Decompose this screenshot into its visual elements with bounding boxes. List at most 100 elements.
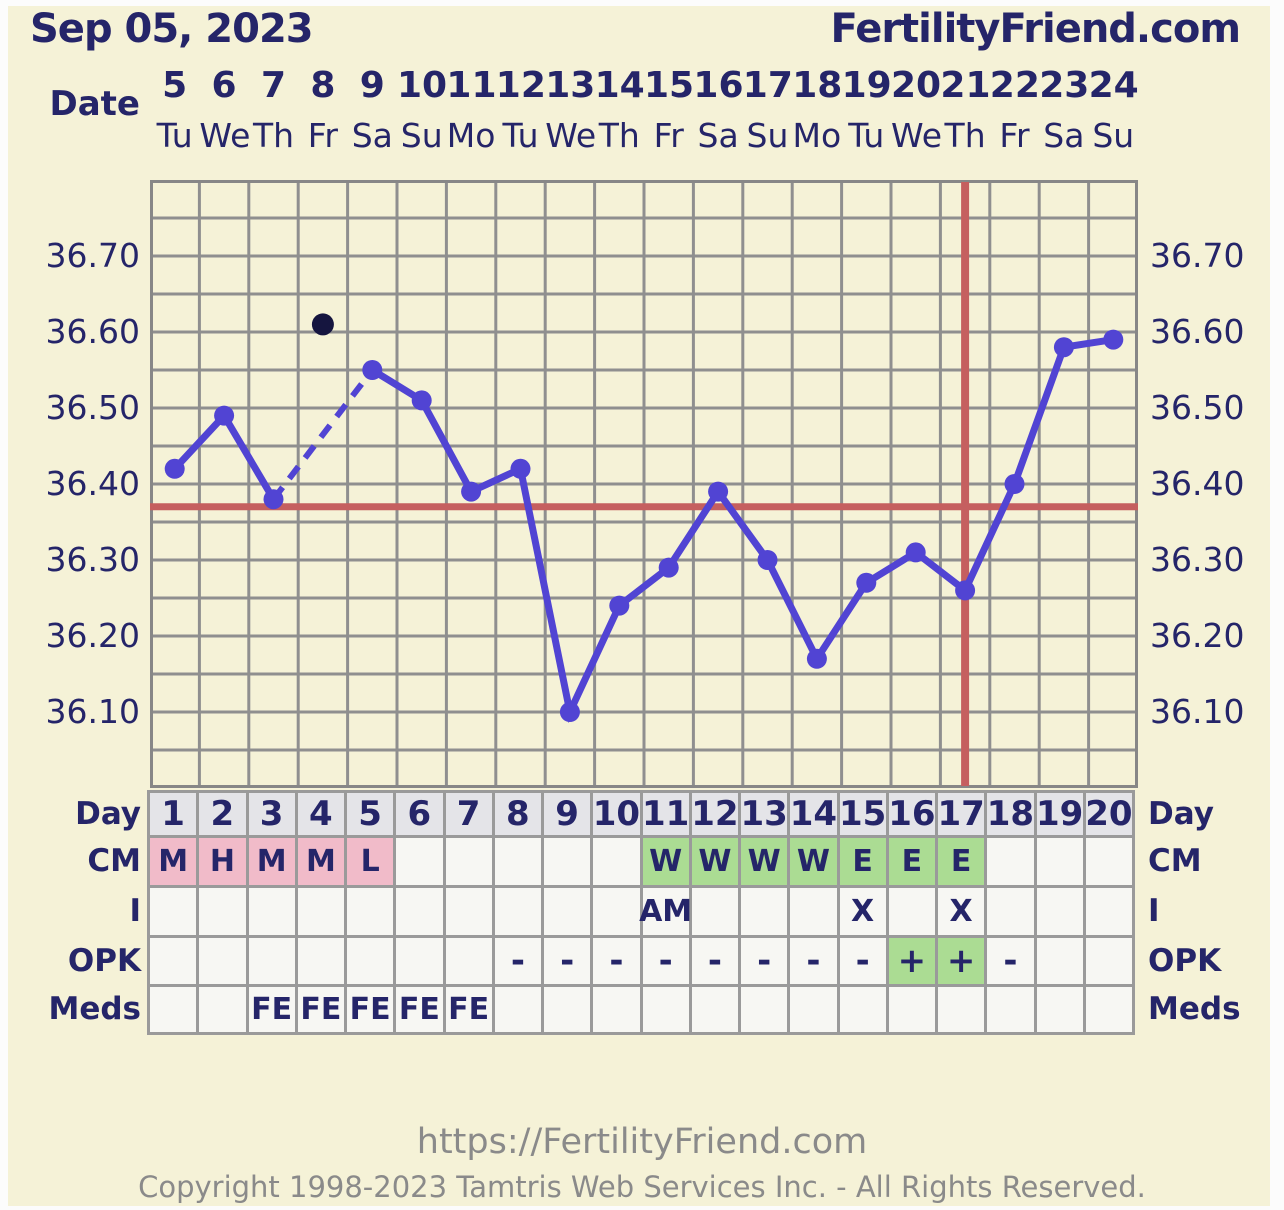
- date-23[interactable]: 23: [1039, 65, 1090, 106]
- i-cell-day-14[interactable]: [790, 888, 837, 935]
- meds-cell-day-19[interactable]: [1036, 987, 1083, 1032]
- meds-cell-day-11[interactable]: [642, 987, 689, 1032]
- date-9[interactable]: 9: [359, 65, 385, 106]
- opk-cell-day-3[interactable]: [248, 938, 295, 984]
- meds-cell-day-2[interactable]: [199, 987, 246, 1032]
- day-cell-day-15[interactable]: 15: [838, 793, 887, 835]
- cm-cell-day-15[interactable]: E: [839, 838, 886, 885]
- meds-cell-day-9[interactable]: [544, 987, 591, 1032]
- brand-link[interactable]: FertilityFriend.com: [830, 6, 1241, 52]
- date-7[interactable]: 7: [260, 65, 287, 106]
- cm-cell-day-5[interactable]: L: [347, 838, 394, 885]
- i-cell-day-18[interactable]: [987, 888, 1034, 935]
- meds-cell-day-7[interactable]: FE: [445, 987, 492, 1032]
- meds-cell-day-14[interactable]: [790, 987, 837, 1032]
- i-cell-day-8[interactable]: [494, 888, 541, 935]
- date-14[interactable]: 14: [594, 65, 645, 106]
- cm-cell-day-11[interactable]: W: [642, 838, 689, 885]
- temp-point-day-11[interactable]: [658, 557, 679, 578]
- date-17[interactable]: 17: [742, 65, 793, 106]
- i-cell-day-9[interactable]: [544, 888, 591, 935]
- opk-cell-day-9[interactable]: -: [544, 938, 591, 984]
- day-cell-day-3[interactable]: 3: [248, 793, 295, 835]
- cm-cell-day-17[interactable]: E: [938, 838, 985, 885]
- opk-cell-day-16[interactable]: +: [888, 938, 935, 984]
- date-19[interactable]: 19: [841, 65, 892, 106]
- temp-point-day-9[interactable]: [559, 702, 580, 722]
- date-24[interactable]: 24: [1088, 65, 1139, 106]
- cm-cell-day-18[interactable]: [987, 838, 1034, 885]
- temp-point-day-5[interactable]: [362, 360, 383, 380]
- date-11[interactable]: 11: [446, 65, 497, 106]
- cm-cell-day-8[interactable]: [494, 838, 541, 885]
- discarded-temp-point-day-4[interactable]: [311, 313, 334, 336]
- temp-point-day-19[interactable]: [1053, 337, 1074, 358]
- i-cell-day-6[interactable]: [396, 888, 443, 935]
- temp-point-day-12[interactable]: [708, 481, 729, 502]
- i-cell-day-4[interactable]: [297, 888, 344, 935]
- day-cell-day-13[interactable]: 13: [740, 793, 788, 835]
- day-cell-day-18[interactable]: 18: [986, 793, 1035, 835]
- day-cell-day-14[interactable]: 14: [789, 793, 838, 835]
- cm-cell-day-14[interactable]: W: [790, 838, 837, 885]
- day-cell-day-4[interactable]: 4: [297, 793, 344, 835]
- temp-point-day-1[interactable]: [164, 458, 185, 479]
- opk-cell-day-1[interactable]: [150, 938, 197, 984]
- cm-cell-day-6[interactable]: [396, 838, 443, 885]
- temp-point-day-10[interactable]: [609, 595, 630, 616]
- date-16[interactable]: 16: [693, 65, 744, 106]
- opk-cell-day-5[interactable]: [347, 938, 394, 984]
- opk-cell-day-15[interactable]: -: [839, 938, 886, 984]
- date-15[interactable]: 15: [644, 65, 695, 106]
- i-cell-day-11[interactable]: AM: [639, 888, 692, 935]
- cm-cell-day-13[interactable]: W: [741, 838, 788, 885]
- i-cell-day-2[interactable]: [199, 888, 246, 935]
- i-cell-day-17[interactable]: X: [938, 888, 985, 935]
- opk-cell-day-20[interactable]: [1085, 938, 1132, 984]
- meds-cell-day-13[interactable]: [741, 987, 788, 1032]
- day-cell-day-1[interactable]: 1: [150, 793, 197, 835]
- opk-cell-day-14[interactable]: -: [790, 938, 837, 984]
- temp-point-day-16[interactable]: [905, 542, 926, 563]
- temp-point-day-7[interactable]: [461, 481, 482, 502]
- date-12[interactable]: 12: [495, 65, 546, 106]
- date-8[interactable]: 8: [310, 65, 336, 106]
- meds-cell-day-15[interactable]: [839, 987, 886, 1032]
- i-cell-day-1[interactable]: [150, 888, 197, 935]
- opk-cell-day-10[interactable]: -: [593, 938, 640, 984]
- i-cell-day-20[interactable]: [1085, 888, 1132, 935]
- cm-cell-day-16[interactable]: E: [888, 838, 935, 885]
- day-cell-day-10[interactable]: 10: [592, 793, 641, 835]
- cm-cell-day-12[interactable]: W: [691, 838, 738, 885]
- i-cell-day-16[interactable]: [888, 888, 935, 935]
- date-10[interactable]: 10: [397, 65, 448, 106]
- meds-cell-day-12[interactable]: [691, 987, 738, 1032]
- i-cell-day-12[interactable]: [691, 888, 738, 935]
- meds-cell-day-10[interactable]: [593, 987, 640, 1032]
- i-cell-day-15[interactable]: X: [839, 888, 886, 935]
- opk-cell-day-19[interactable]: [1036, 938, 1083, 984]
- temp-point-day-14[interactable]: [806, 648, 827, 669]
- meds-cell-day-6[interactable]: FE: [396, 987, 443, 1032]
- i-cell-day-7[interactable]: [445, 888, 492, 935]
- meds-cell-day-18[interactable]: [987, 987, 1034, 1032]
- i-cell-day-3[interactable]: [248, 888, 295, 935]
- meds-cell-day-20[interactable]: [1085, 987, 1132, 1032]
- day-cell-day-12[interactable]: 12: [691, 793, 739, 835]
- cm-cell-day-7[interactable]: [445, 838, 492, 885]
- cm-cell-day-1[interactable]: M: [150, 838, 197, 885]
- day-cell-day-19[interactable]: 19: [1035, 793, 1084, 835]
- opk-cell-day-11[interactable]: -: [642, 938, 689, 984]
- meds-cell-day-3[interactable]: FE: [248, 987, 295, 1032]
- temp-point-day-18[interactable]: [1004, 474, 1025, 494]
- temp-point-day-17[interactable]: [955, 580, 976, 601]
- day-cell-day-2[interactable]: 2: [199, 793, 246, 835]
- date-18[interactable]: 18: [792, 65, 843, 106]
- i-cell-day-19[interactable]: [1036, 888, 1083, 935]
- temp-point-day-15[interactable]: [856, 572, 877, 593]
- day-cell-day-6[interactable]: 6: [396, 793, 443, 835]
- temp-point-day-20[interactable]: [1103, 329, 1124, 350]
- date-22[interactable]: 22: [989, 65, 1040, 106]
- cm-cell-day-3[interactable]: M: [248, 838, 295, 885]
- opk-cell-day-12[interactable]: -: [691, 938, 738, 984]
